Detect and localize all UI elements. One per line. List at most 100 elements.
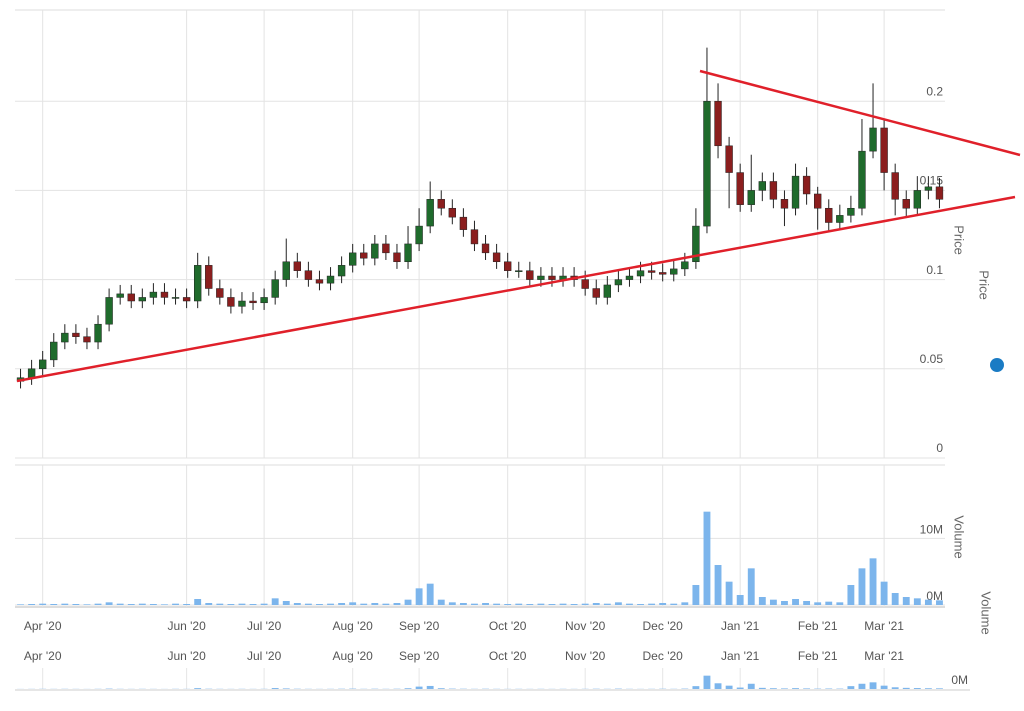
candle-body [825,208,832,222]
candle-body [704,101,711,226]
volume-bar [759,597,766,605]
handle-dot [990,358,1004,372]
volume-bar [39,604,46,605]
x-tick-label: Jun '20 [167,619,206,633]
trend-line [700,71,1020,155]
candle-body [349,253,356,265]
x-tick-label: Aug '20 [333,619,374,633]
volume-bar [117,604,124,605]
volume-bar [272,598,279,605]
volume-bar [360,604,367,605]
volume-bar [582,604,589,605]
volume-bar [327,604,334,605]
x-tick-label: Oct '20 [489,619,527,633]
candle-body [859,151,866,208]
volume-bar [936,600,943,605]
volume-bar [704,512,711,605]
y-tick-label: 0.05 [920,352,944,366]
axis-title: Volume [952,515,967,558]
volume-bar [394,603,401,605]
candle-body [438,199,445,208]
volume-bar [72,604,79,605]
candle-body [637,271,644,276]
candle-body [792,176,799,208]
volume-bar [526,604,533,605]
volume-bar [626,604,633,605]
navigator-volume-bar [925,688,932,689]
volume-bar [593,603,600,605]
volume-bar [28,604,35,605]
candle-body [537,276,544,280]
navigator-volume-bar [781,688,788,689]
volume-bar [128,604,135,605]
candle-body [250,301,257,303]
candle-body [715,101,722,146]
navigator-volume-bar [803,688,810,689]
navigator-volume-bar [194,688,201,689]
candle-body [106,297,113,324]
candle-body [261,297,268,302]
volume-bar [371,603,378,605]
navigator-volume-bar [715,683,722,689]
volume-bar [560,604,567,605]
volume-bar [604,604,611,605]
volume-bar [338,603,345,605]
volume-bar [150,604,157,605]
candle-body [161,292,168,297]
volume-bar [571,604,578,605]
volume-bar [61,604,68,605]
candle-body [316,280,323,284]
volume-bar [781,601,788,605]
candle-body [648,271,655,273]
volume-bar [84,604,91,605]
candle-body [803,176,810,194]
volume-bar [770,600,777,605]
candle-body [925,187,932,191]
candle-body [515,271,522,272]
volume-bar [205,603,212,605]
navigator-volume-bar [283,688,290,689]
x-tick-label: Oct '20 [489,649,527,663]
volume-bar [382,604,389,605]
volume-bar [692,585,699,605]
volume-bar [637,604,644,605]
navigator-volume-bar [759,688,766,689]
volume-bar [95,604,102,605]
volume-bar [903,597,910,605]
volume-bar [870,558,877,605]
candle-body [493,253,500,262]
volume-bar [460,603,467,605]
navigator-volume-bar [748,684,755,689]
volume-bar [648,604,655,605]
candle-body [914,190,921,208]
navigator-volume-bar [405,688,412,689]
volume-bar [471,604,478,605]
candle-body [726,146,733,173]
candle-body [371,244,378,258]
x-tick-label: Feb '21 [798,649,838,663]
x-tick-label: Mar '21 [864,649,904,663]
volume-bar [438,600,445,605]
volume-bar [239,604,246,605]
x-tick-label: Jan '21 [721,619,760,633]
volume-bar [881,582,888,605]
navigator-volume-bar [936,688,943,689]
volume-bar [449,602,456,605]
volume-bar [17,604,24,605]
x-tick-label: Jan '21 [721,649,760,663]
volume-bar [50,604,57,605]
volume-bar [670,604,677,605]
volume-bar [227,604,234,605]
x-tick-label: Apr '20 [24,619,62,633]
volume-bar [405,600,412,605]
volume-bar [294,603,301,605]
candle-body [836,215,843,222]
volume-bar [416,588,423,605]
x-tick-label: Nov '20 [565,619,606,633]
volume-bar [836,602,843,605]
volume-bar [914,598,921,605]
candle-body [216,289,223,298]
volume-bar [925,600,932,605]
candle-body [936,187,943,199]
